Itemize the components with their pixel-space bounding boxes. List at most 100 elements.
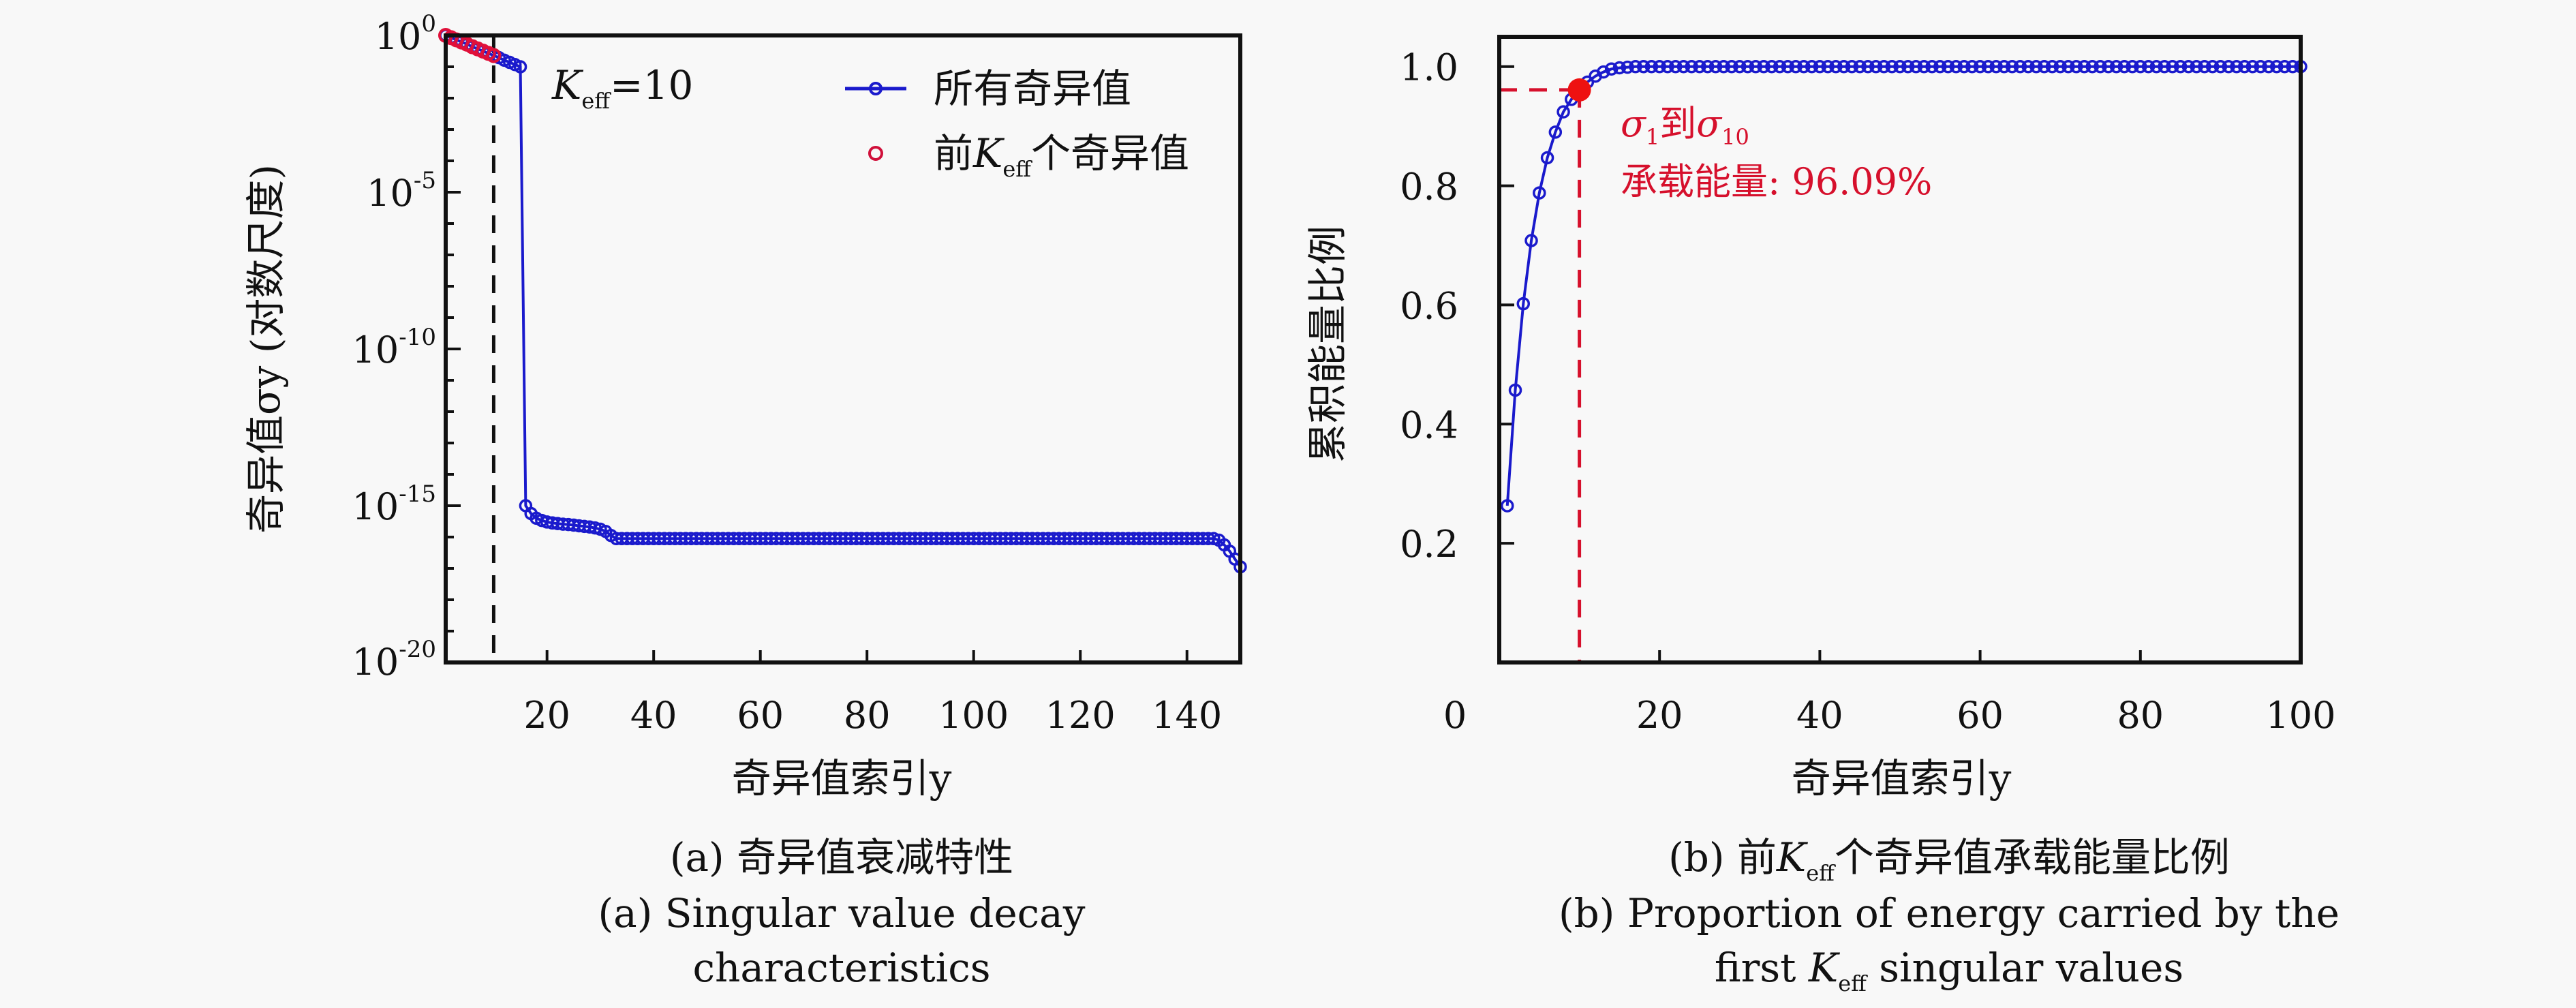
b-data-point (1604, 62, 1619, 76)
b-data-point (1621, 60, 1634, 74)
a-xtick-label: 120 (1045, 694, 1116, 737)
b-ytick-label: 0.2 (1400, 523, 1458, 566)
b-x-axis-label: 奇异值索引y (1792, 755, 2012, 801)
b-data-point (1508, 383, 1522, 397)
a-xtick-label: 20 (523, 694, 570, 737)
b-data-point (2181, 59, 2196, 74)
b-data-point (2213, 59, 2228, 74)
b-data-point (1693, 59, 1706, 74)
b-data-point (1501, 499, 1514, 513)
a-caption-en-line2: characteristics (693, 945, 991, 991)
b-data-point (1540, 151, 1554, 165)
b-data-point (1813, 59, 1827, 74)
a-legend: 所有奇异值 前Keff个奇异值 (845, 65, 1189, 182)
b-data-point (1749, 59, 1763, 74)
b-data-point (2286, 59, 2299, 74)
a-ytick-label: 10-15 (352, 480, 436, 528)
b-data-point (2005, 59, 2019, 74)
b-data-point (2158, 59, 2171, 74)
b-data-point (2117, 59, 2132, 74)
b-data-point (2126, 59, 2139, 74)
b-data-point (2021, 59, 2035, 74)
b-data-point (1629, 59, 1642, 74)
b-data-point (1557, 105, 1570, 119)
b-data-point (1725, 59, 1738, 74)
b-axes-frame (1497, 35, 2303, 665)
a-ytick-labels: 100 10-5 10-10 10-15 10-20 (352, 10, 436, 684)
b-data-point (1821, 59, 1835, 74)
b-data-point (1893, 59, 1907, 74)
b-data-point (2245, 59, 2260, 74)
b-data-point (2061, 59, 2075, 74)
legend-item-all: 所有奇异值 (845, 65, 1131, 112)
legend-red-circle-icon (868, 146, 883, 161)
b-data-point (2173, 59, 2188, 74)
b-ytick-label: 0.6 (1400, 284, 1458, 327)
a-data-point (513, 60, 527, 74)
b-data-point (2269, 59, 2284, 74)
b-data-point (1861, 59, 1875, 74)
a-xtick-labels: 20 40 60 80 100 120 140 (523, 694, 1222, 737)
a-caption-en-line1: (a) Singular value decay (598, 890, 1086, 936)
b-data-point (1765, 59, 1779, 74)
b-data-point (1957, 59, 1971, 74)
b-highlight-point (1567, 78, 1591, 102)
b-data-point (2085, 59, 2099, 74)
b-xtick-label: 0 (1443, 694, 1467, 737)
b-data-point (1524, 234, 1538, 247)
b-data-point (1668, 59, 1683, 74)
b-xtick-labels: 0 20 40 60 80 100 (1443, 694, 2336, 737)
b-data-point (1757, 59, 1770, 74)
b-xtick-label: 60 (1957, 694, 2004, 737)
b-data-point (1989, 59, 2003, 74)
b-ytick-labels: 0.2 0.4 0.6 0.8 1.0 (1400, 46, 1458, 566)
b-data-point (1853, 59, 1867, 74)
b-data-point (2222, 59, 2235, 74)
b-data-point (1717, 59, 1731, 74)
b-data-point (1885, 59, 1899, 74)
a-xtick-label: 40 (630, 694, 677, 737)
a-xtick-label: 100 (938, 694, 1009, 737)
b-data-point (1901, 59, 1915, 74)
b-data-point (1869, 59, 1883, 74)
b-caption-en-line1: (b) Proportion of energy carried by the (1559, 890, 2340, 936)
a-keff-annotation: Keff=10 (551, 62, 693, 114)
b-caption-en-line2: first Keff singular values (1715, 945, 2183, 996)
b-series-cumulative-energy (1501, 59, 2307, 513)
b-data-point (1548, 125, 1563, 139)
b-data-point (2262, 59, 2275, 74)
b-data-point (1676, 59, 1691, 74)
b-data-point (1597, 65, 1610, 79)
a-xtick-label: 140 (1152, 694, 1222, 737)
b-data-point (1661, 59, 1674, 74)
b-annotation-line1: σ1到σ10 (1621, 102, 1749, 150)
a-topk-point (486, 48, 502, 63)
b-data-point (1701, 59, 1715, 74)
a-caption-cn: (a) 奇异值衰减特性 (670, 834, 1013, 881)
b-energy-annotation: σ1到σ10 承载能量: 96.09% (1621, 102, 1932, 203)
b-ytick-label: 0.8 (1400, 166, 1458, 209)
b-data-point (1516, 296, 1531, 311)
b-data-point (1845, 59, 1859, 74)
b-data-point (1941, 59, 1955, 74)
b-data-point (2230, 59, 2243, 74)
a-ytick-label: 100 (375, 10, 436, 58)
b-data-point (1973, 59, 1987, 74)
b-data-point (1949, 59, 1963, 74)
b-data-point (2013, 59, 2027, 74)
b-data-point (2205, 59, 2220, 74)
b-data-point (2166, 59, 2179, 74)
b-data-point (1829, 59, 1843, 74)
b-data-point (1925, 59, 1939, 74)
b-data-point (1733, 59, 1747, 74)
a-ytick-label: 10-5 (367, 167, 436, 215)
b-data-point (1997, 59, 2011, 74)
b-data-point (1533, 186, 1546, 200)
a-axes-frame (444, 33, 1242, 665)
b-data-point (1741, 59, 1755, 74)
a-ytick-label: 10-20 (352, 636, 436, 684)
b-data-point (2134, 59, 2147, 74)
b-data-point (2077, 59, 2091, 74)
b-xtick-label: 40 (1796, 694, 1843, 737)
